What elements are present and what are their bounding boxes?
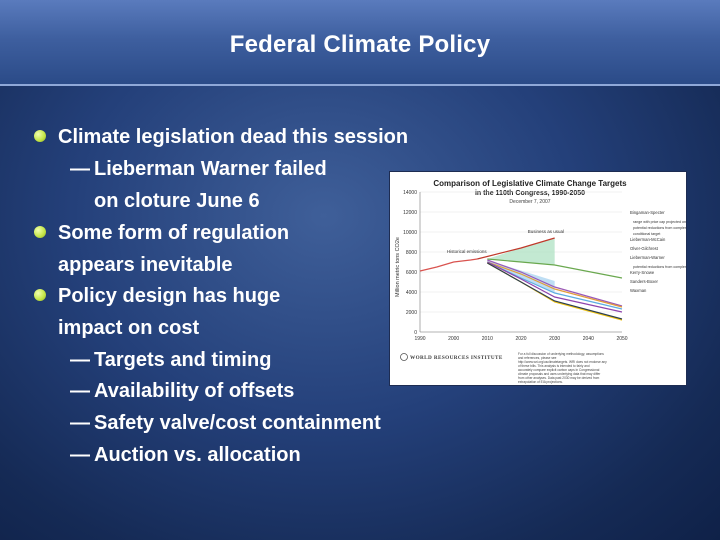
slide-title: Federal Climate Policy: [229, 31, 491, 58]
bullet-text: Policy design has huge: [58, 285, 281, 307]
footnote-line: of these bills. This analysis is intende…: [518, 364, 590, 368]
chart-title: Comparison of Legislative Climate Change…: [433, 179, 627, 188]
dash-marker: —: [70, 380, 90, 402]
footnote-line: For a full discussion of underlying meth…: [518, 352, 604, 356]
legend-entry: Bingaman-Specter: [630, 210, 665, 215]
dash-marker: —: [70, 444, 90, 466]
bullet-dot: [34, 130, 46, 142]
y-tick-label: 8000: [406, 250, 417, 256]
title-band: [0, 0, 720, 86]
series-line: [487, 259, 623, 307]
legend-entry: Waxman: [630, 288, 647, 293]
legend-entry: potential reductions from complementary …: [633, 265, 686, 269]
series-line: [419, 258, 478, 272]
legend-entry: Sanders-Boxer: [630, 279, 659, 284]
footnote-line: and references, please see: [518, 356, 557, 360]
annotation-bau: Business as usual: [528, 229, 564, 234]
y-tick-label: 14000: [403, 190, 417, 196]
chart-figure: Comparison of Legislative Climate Change…: [389, 171, 687, 386]
series-line: [487, 261, 623, 308]
sub-bullet-text: — Availability of offsets: [70, 380, 295, 402]
legend-entry: Lieberman-McCain: [630, 237, 666, 242]
legend-entry: Olver-Gilchrest: [630, 246, 659, 251]
x-tick-label: 2040: [583, 336, 594, 342]
chart-date: December 7, 2007: [509, 199, 550, 205]
chart-svg: Comparison of Legislative Climate Change…: [395, 179, 686, 384]
legend-entry: Lieberman-Warner: [630, 255, 665, 260]
bullet-dot: [34, 289, 46, 301]
legend-entry: potential reductions from complementary …: [633, 226, 686, 230]
series-line: [487, 258, 623, 279]
sub-bullet-continuation: on cloture June 6: [94, 190, 260, 212]
series-line: [477, 237, 555, 260]
price-cap-wedge: [487, 238, 555, 265]
chart-subtitle: in the 110th Congress, 1990-2050: [475, 190, 585, 197]
legend-entry: Kerry-Snowe: [630, 270, 655, 275]
bullet-text: Climate legislation dead this session: [58, 126, 409, 148]
x-tick-label: 2030: [549, 336, 560, 342]
x-tick-label: 1990: [414, 336, 425, 342]
x-tick-label: 2050: [616, 336, 627, 342]
y-tick-label: 10000: [403, 230, 417, 236]
y-tick-label: 2000: [406, 310, 417, 316]
y-tick-label: 0: [414, 330, 417, 336]
series-line: [487, 262, 623, 320]
sub-bullet-text: — Targets and timing: [70, 349, 272, 371]
x-tick-label: 2010: [482, 336, 493, 342]
footnote-line: http://www.wri.org/usclimatetargets. WRI…: [518, 360, 607, 364]
bullet-dot: [34, 226, 46, 238]
y-tick-label: 6000: [406, 270, 417, 276]
y-tick-label: 4000: [406, 290, 417, 296]
bullet-text: Some form of regulation: [58, 222, 290, 244]
sub-bullet-text: — Safety valve/cost containment: [70, 412, 381, 434]
bullet-continuation: appears inevitable: [58, 254, 233, 276]
wri-logo-icon: [400, 353, 408, 361]
legend-entry: range with price cap projected only thro…: [633, 220, 686, 224]
footnote-line: climate proposals and uses underlying da…: [518, 372, 601, 376]
dash-marker: —: [70, 412, 90, 434]
dash-marker: —: [70, 349, 90, 371]
dash-marker: —: [70, 158, 90, 180]
x-tick-label: 2020: [515, 336, 526, 342]
bullet-continuation: impact on cost: [58, 317, 200, 339]
wri-logo-text: WORLD RESOURCES INSTITUTE: [410, 355, 503, 361]
footnote-line: from other analyses. Data past 2030 may …: [518, 376, 600, 380]
sub-bullet-text: — Lieberman Warner failed: [70, 158, 327, 180]
series-line: [487, 261, 623, 313]
annotation-historical: Historical emissions: [447, 249, 488, 254]
x-tick-label: 2000: [448, 336, 459, 342]
legend-entry: conditional target: [633, 232, 660, 236]
sub-bullet-text: — Auction vs. allocation: [70, 444, 301, 466]
y-axis-label: Million metric tons CO2e: [395, 237, 401, 297]
y-tick-label: 12000: [403, 210, 417, 216]
footnote-line: extrapolation of EIA projections.: [518, 380, 563, 384]
footnote-line: accurately compare explicit carbon caps …: [518, 368, 600, 372]
